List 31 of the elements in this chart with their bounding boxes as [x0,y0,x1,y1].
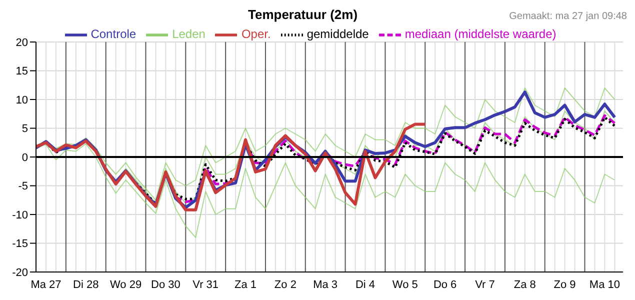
x-tick-label: Za 8 [514,278,536,291]
x-tick-label: Di 28 [73,278,99,291]
legend-label: Leden [172,27,206,42]
x-tick-label: Za 1 [234,278,257,291]
y-tick-label: 5 [22,123,28,136]
x-tick-label: Wo 5 [392,278,418,291]
y-tick-label: 20 [16,36,28,49]
y-tick-label: 0 [22,152,28,164]
y-tick-label: -15 [12,238,28,250]
y-tick-label: 15 [16,66,28,78]
x-tick-label: Zo 2 [274,278,296,291]
x-tick-label: Wo 29 [110,278,142,291]
x-tick-label: Do 6 [433,278,457,291]
y-tick-label: 10 [16,94,28,106]
chart-title: Temperatuur (2m) [248,7,358,22]
x-tick-label: Ma 3 [313,278,338,291]
y-tick-label: -10 [12,209,28,222]
text: Gemaakt: ma 27 jan 09:48 [509,11,627,22]
legend-label: gemiddelde [306,27,369,42]
x-tick-label: Ma 27 [30,278,62,291]
x-tick-label: Di 4 [355,278,376,291]
x-tick-label: Vr 7 [475,278,495,291]
x-tick-label: Ma 10 [589,278,620,291]
legend-label: Oper. [241,27,271,42]
y-tick-label: -20 [12,266,28,279]
x-tick-label: Zo 9 [554,278,576,291]
legend-label: Controle [90,27,136,42]
x-tick-label: Vr 31 [192,278,219,291]
x-tick-label: Do 30 [151,278,180,291]
legend-label: mediaan (middelste waarde) [404,27,556,42]
y-tick-label: -5 [18,180,28,193]
